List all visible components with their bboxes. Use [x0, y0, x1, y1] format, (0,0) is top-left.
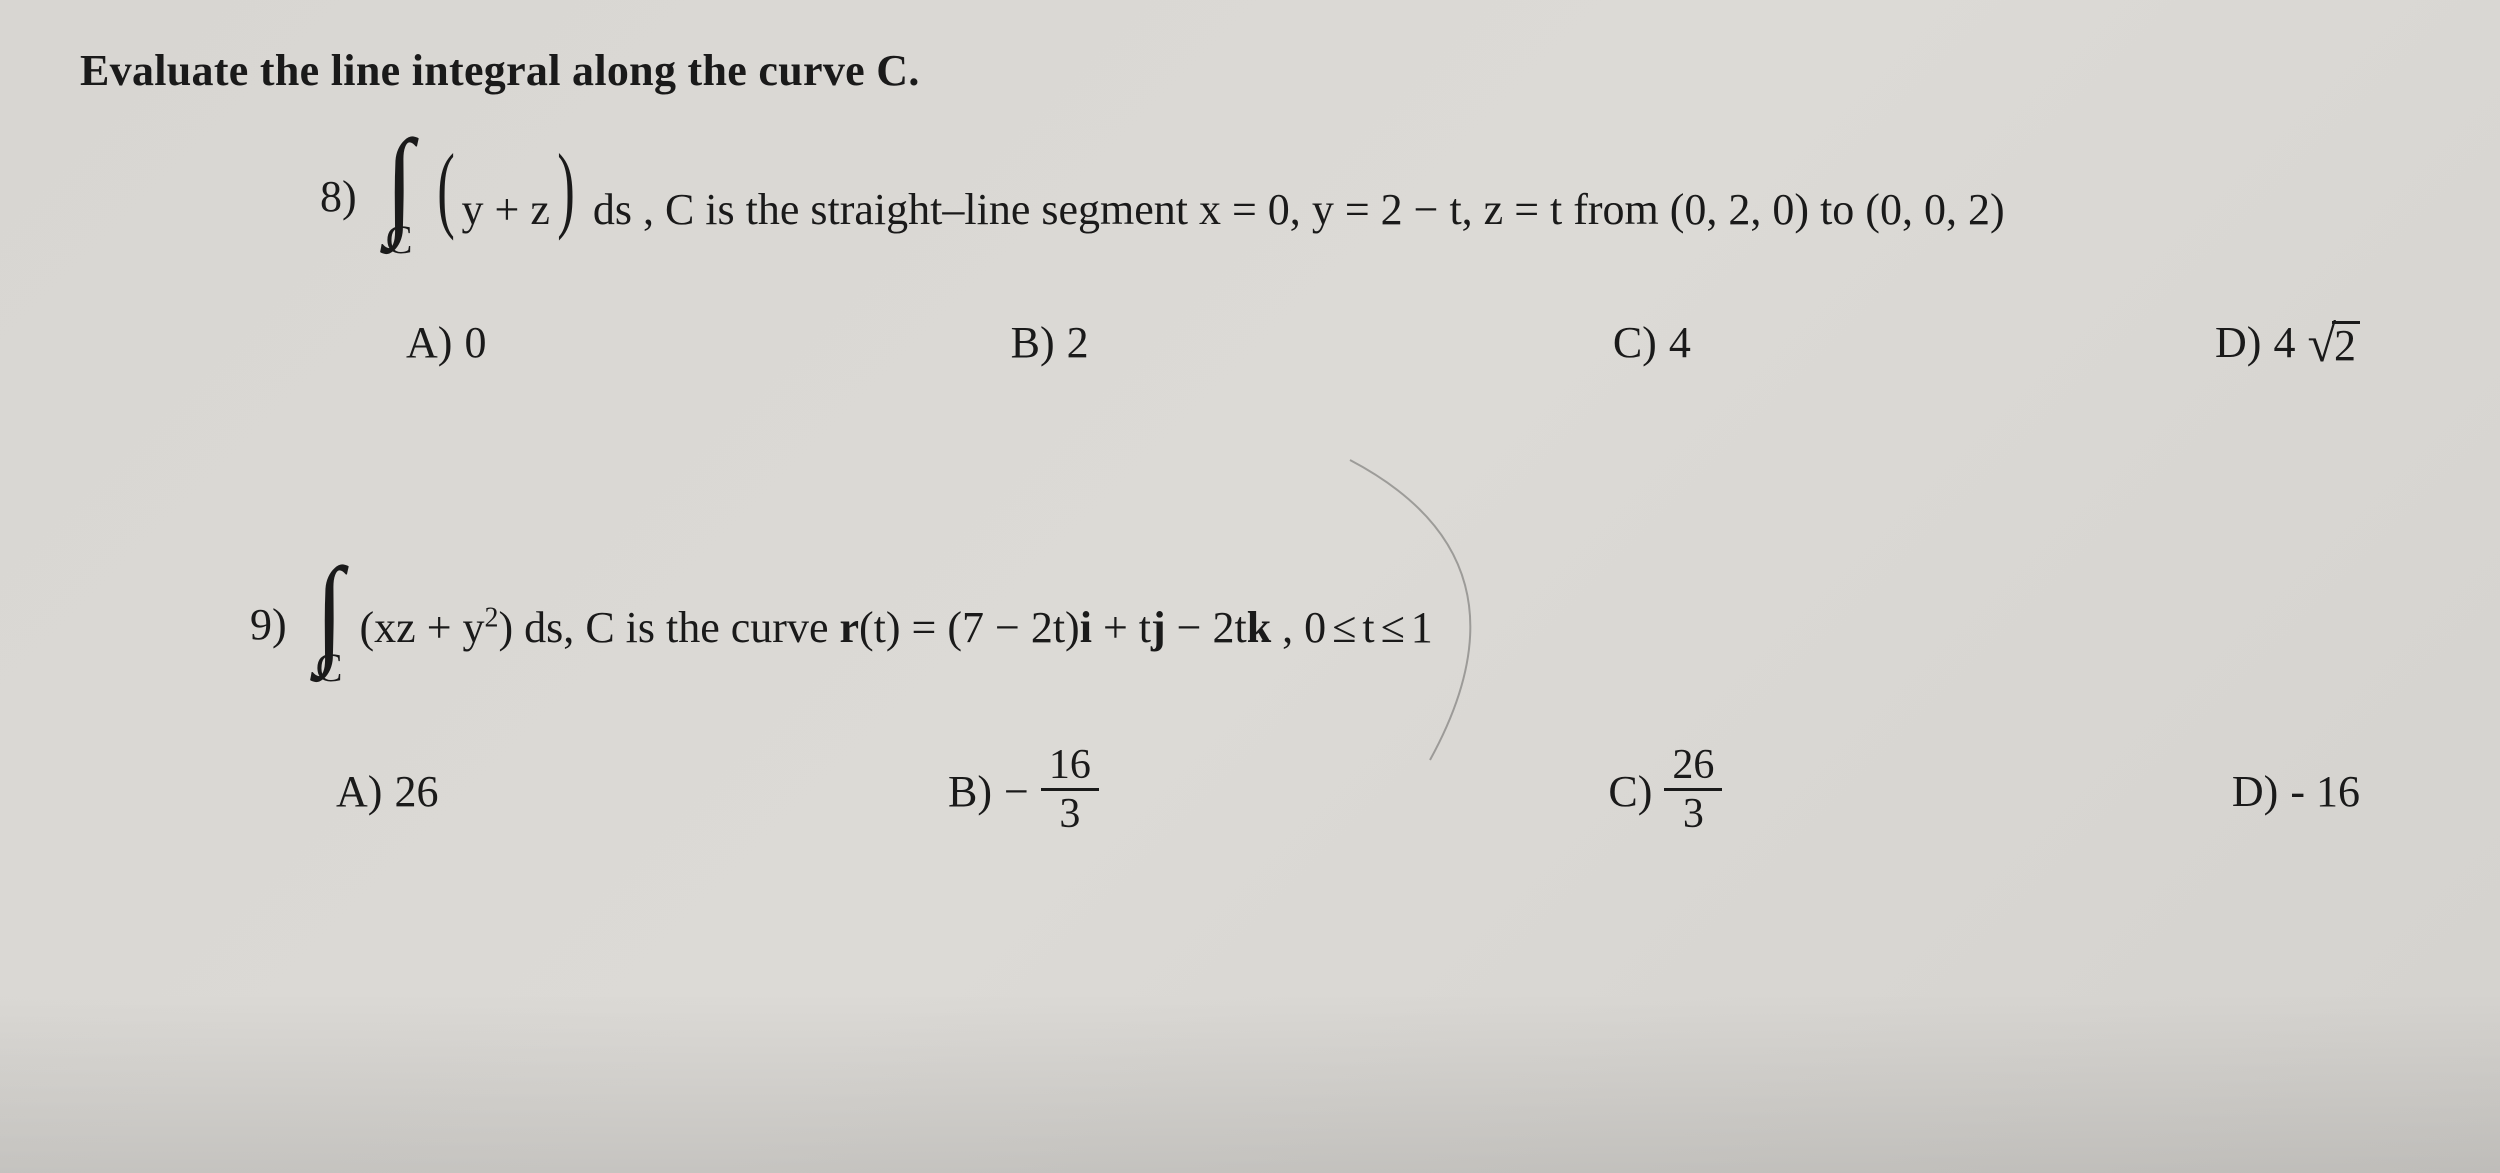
range-lo: 0: [1304, 603, 1326, 652]
integral-symbol: ∫ C: [313, 568, 346, 688]
problem-8: 8) ∫ C (y + z) ds , C is the straight–li…: [80, 140, 2420, 368]
choice-label: A): [406, 317, 452, 368]
integrand: (y + z) ds , C is the straight–line segm…: [430, 168, 2005, 232]
integral-symbol: ∫ C: [383, 140, 416, 260]
choice-8C: C) 4: [1613, 317, 1691, 368]
choice-value: - 16: [2290, 766, 2360, 817]
i-hat: i: [1080, 603, 1092, 652]
page: Evaluate the line integral along the cur…: [0, 0, 2500, 1173]
choice-label: D): [2232, 766, 2278, 817]
problem-9-choices: A) 26 B) − 16 3 C) 26 3: [336, 744, 2360, 839]
param-x: x = 0,: [1199, 185, 1312, 234]
r-of-t: (t) = (7 − 2t): [859, 603, 1080, 652]
problem-number: 9): [250, 603, 287, 647]
choice-8B: B) 2: [1011, 317, 1089, 368]
section-heading: Evaluate the line integral along the cur…: [80, 45, 2420, 96]
minus-2tk: − 2t: [1166, 603, 1247, 652]
choice-9B: B) − 16 3: [948, 744, 1099, 839]
range-hi: 1: [1411, 603, 1433, 652]
param-z: z = t: [1484, 185, 1574, 234]
j-hat: j: [1151, 603, 1166, 652]
sqrt-arg: 2: [2332, 321, 2360, 368]
neg: −: [1004, 766, 1029, 817]
frac-den: 3: [1051, 791, 1088, 837]
choice-label: D): [2215, 317, 2261, 368]
choice-label: B): [1011, 317, 1055, 368]
param-y: y = 2 − t,: [1312, 185, 1484, 234]
choice-9D: D) - 16: [2232, 766, 2360, 817]
choice-9A: A) 26: [336, 766, 438, 817]
integrand-tail: ) ds,: [499, 603, 586, 652]
ds: ds: [582, 185, 632, 234]
choice-prefix: 4: [2273, 317, 2295, 368]
choice-value: 4: [1669, 317, 1691, 368]
from-text: from (0, 2, 0) to (0, 0, 2): [1573, 185, 2004, 234]
le-1: ≤: [1326, 603, 1362, 652]
choice-label: A): [336, 766, 382, 817]
choice-value: 0: [464, 317, 486, 368]
choice-value: 2: [1067, 317, 1089, 368]
close-paren: ): [557, 164, 575, 212]
integrand-sup: 2: [485, 602, 499, 633]
r-label: r: [839, 603, 859, 652]
problem-9: 9) ∫ C (xz + y2) ds, C is the curve r(t)…: [10, 568, 2420, 839]
range-var: t: [1362, 603, 1374, 652]
le-2: ≤: [1375, 603, 1411, 652]
open-paren: (: [437, 164, 455, 212]
integral-glyph: ∫: [385, 140, 413, 224]
choice-9C: C) 26 3: [1608, 744, 1722, 839]
problem-8-statement: 8) ∫ C (y + z) ds , C is the straight–li…: [320, 140, 2420, 260]
frac-num: 26: [1664, 742, 1722, 788]
comma: ,: [632, 185, 665, 234]
desc-head: C is the straight–line segment: [665, 185, 1199, 234]
fraction: 26 3: [1664, 742, 1722, 837]
problem-9-statement: 9) ∫ C (xz + y2) ds, C is the curve r(t)…: [250, 568, 2420, 688]
choice-value: 26: [394, 766, 438, 817]
scan-shadow: [0, 993, 2500, 1173]
choice-label: B): [948, 766, 992, 817]
problem-number: 8): [320, 175, 357, 219]
integrand-inner: y + z: [462, 185, 550, 234]
frac-den: 3: [1675, 791, 1712, 837]
plus-tj: + t: [1092, 603, 1151, 652]
integral-glyph: ∫: [315, 568, 343, 652]
choice-8A: A) 0: [406, 317, 486, 368]
choice-8D: D) 4√2: [2215, 316, 2360, 368]
frac-num: 16: [1041, 742, 1099, 788]
fraction: 16 3: [1041, 742, 1099, 837]
desc-head: C is the curve: [585, 603, 839, 652]
integrand-plain: (xz + y: [360, 603, 485, 652]
radical-icon: √: [2307, 319, 2336, 371]
k-hat: k: [1247, 603, 1271, 652]
choice-label: C): [1613, 317, 1657, 368]
problem-8-choices: A) 0 B) 2 C) 4 D) 4√2: [406, 316, 2360, 368]
range-sep: ,: [1271, 603, 1304, 652]
integrand: (xz + y2) ds, C is the curve r(t) = (7 −…: [360, 606, 1433, 650]
sqrt: √2: [2307, 316, 2360, 368]
choice-label: C): [1608, 766, 1652, 817]
